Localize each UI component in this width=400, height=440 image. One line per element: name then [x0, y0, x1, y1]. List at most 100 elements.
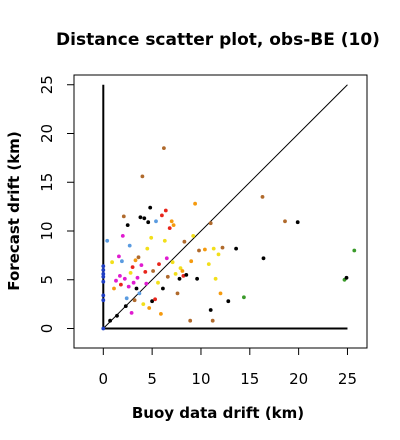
data-point: [344, 275, 349, 280]
data-point: [126, 284, 131, 289]
y-tick-label: 15: [38, 173, 56, 192]
data-point: [119, 282, 123, 287]
data-point: [159, 312, 163, 316]
data-point: [138, 215, 143, 220]
data-point: [145, 246, 150, 251]
data-point: [150, 299, 155, 304]
data-point: [193, 201, 198, 206]
data-point: [133, 258, 138, 263]
data-point: [188, 318, 193, 323]
data-point: [163, 208, 168, 213]
data-point: [146, 220, 151, 225]
data-point: [167, 226, 172, 231]
x-tick-label: 15: [240, 370, 259, 388]
data-point: [210, 318, 215, 323]
data-point: [260, 195, 265, 199]
data-point: [141, 302, 146, 306]
data-point: [226, 299, 231, 304]
data-point: [101, 298, 106, 303]
data-point: [120, 259, 124, 264]
data-point: [101, 264, 106, 268]
data-point: [101, 279, 106, 284]
data-point: [161, 286, 165, 291]
data-point: [136, 255, 141, 260]
x-tick-label: 20: [289, 370, 308, 388]
data-point: [180, 269, 185, 273]
data-point: [181, 274, 186, 278]
y-tick-label: 10: [38, 221, 56, 240]
data-point: [154, 219, 158, 224]
data-point: [125, 223, 130, 228]
y-tick-label: 25: [38, 75, 56, 94]
data-point: [143, 270, 148, 274]
data-point: [118, 274, 122, 278]
data-point: [127, 243, 132, 248]
x-tick-label: 10: [191, 370, 210, 388]
y-tick-label: 0: [38, 324, 56, 334]
data-point: [182, 239, 187, 244]
data-point: [122, 276, 127, 281]
data-point: [101, 272, 106, 276]
data-point: [218, 291, 223, 296]
data-point: [177, 276, 182, 281]
data-point: [123, 304, 128, 308]
data-point: [137, 291, 142, 296]
data-point: [175, 291, 180, 296]
data-point: [130, 265, 135, 269]
data-point: [124, 296, 129, 301]
data-point: [105, 238, 110, 243]
y-tick-label: 20: [38, 124, 56, 143]
data-point: [171, 223, 176, 228]
identity-line: [102, 84, 348, 329]
data-point: [129, 311, 134, 315]
y-axis-label: Forecast drift (km): [5, 131, 23, 290]
data-point: [151, 269, 156, 273]
data-point: [131, 280, 136, 285]
data-point: [191, 234, 196, 238]
data-point: [213, 276, 218, 281]
data-point: [135, 275, 140, 280]
data-point: [261, 256, 266, 261]
data-point: [216, 252, 221, 257]
data-point: [178, 266, 183, 270]
data-point: [169, 219, 174, 224]
data-point: [162, 146, 166, 151]
data-point: [101, 268, 106, 272]
data-point: [160, 213, 164, 218]
data-point: [156, 280, 160, 285]
data-point: [153, 297, 158, 302]
data-point: [140, 174, 145, 179]
data-points: [101, 146, 357, 331]
data-point: [162, 238, 167, 243]
data-point: [170, 260, 175, 265]
data-point: [147, 306, 152, 310]
data-point: [117, 254, 121, 259]
data-point: [115, 313, 119, 318]
data-point: [189, 259, 194, 264]
data-point: [149, 235, 154, 240]
x-tick-label: 25: [338, 370, 357, 388]
x-axis-label: Buoy data drift (km): [132, 404, 304, 422]
data-point: [114, 278, 118, 283]
y-axis: 0 5 10 15 20 25: [38, 75, 75, 334]
data-point: [121, 214, 126, 219]
data-point: [148, 205, 153, 210]
data-point: [128, 271, 133, 275]
data-point: [165, 274, 170, 279]
data-point: [164, 256, 169, 261]
data-point: [352, 248, 357, 253]
data-point: [110, 260, 114, 265]
data-point: [101, 293, 106, 298]
data-point: [211, 246, 216, 251]
data-point: [139, 263, 144, 267]
data-point: [108, 318, 112, 323]
data-point: [184, 273, 189, 277]
x-tick-label: 5: [147, 370, 157, 388]
data-point: [197, 248, 201, 253]
data-point: [208, 221, 213, 226]
data-point: [101, 326, 106, 331]
data-point: [195, 276, 200, 281]
data-point: [112, 286, 116, 291]
data-point: [208, 308, 213, 312]
